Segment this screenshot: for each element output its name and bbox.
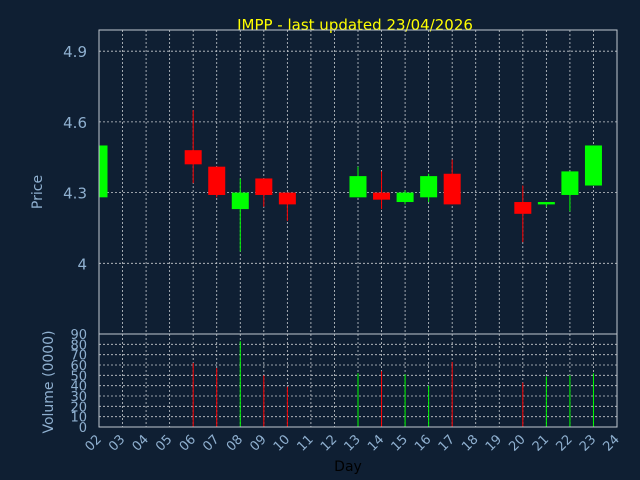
x-tick-label: 20 [506, 432, 528, 454]
candle-body [514, 202, 532, 214]
volume-tick-label: 40 [70, 380, 87, 395]
x-tick-label: 10 [271, 432, 293, 454]
candle-body [584, 145, 602, 186]
volume-axis-label: Volume (0000) [41, 330, 57, 433]
x-tick-label: 07 [200, 432, 222, 454]
x-tick-label: 23 [577, 432, 599, 454]
candle-body [373, 192, 391, 200]
x-tick-label: 17 [436, 432, 458, 454]
volume-tick-label: 20 [70, 400, 87, 415]
volume-panel: 02 03 04 05 06 07 08 09 10 11 12 13 14 15 16 17 18 19 20 21… [70, 328, 622, 455]
x-tick-label: 22 [553, 432, 575, 454]
candle-body [278, 192, 296, 205]
x-axis-label: Day [334, 459, 362, 475]
volume-tick-label: 60 [70, 359, 87, 374]
x-tick-label: 15 [389, 432, 411, 454]
volume-tick-label: 10 [70, 411, 87, 426]
candle-body [231, 192, 249, 210]
chart-title: IMPP - last updated 23/04/2026 [237, 16, 473, 34]
candle-body [443, 173, 461, 205]
x-tick-label: 18 [459, 432, 481, 454]
x-tick-label: 04 [130, 432, 152, 454]
candle-body [420, 176, 438, 198]
x-tick-label: 08 [224, 432, 246, 454]
price-tick-label: 4.3 [63, 185, 87, 203]
volume-frame [98, 333, 618, 428]
volume-tick-label: 0 [79, 421, 87, 436]
price-tick-label: 4.6 [63, 114, 87, 132]
x-tick-label: 13 [342, 432, 364, 454]
candle-body [396, 192, 414, 203]
volume-tick-label: 50 [70, 369, 87, 384]
volume-tick-label: 30 [70, 390, 87, 405]
x-tick-label: 19 [483, 432, 505, 454]
price-tick-label: 4.9 [63, 43, 87, 61]
candle-body [537, 202, 555, 205]
price-axis-label: Price [30, 175, 46, 209]
x-tick-label: 12 [318, 432, 340, 454]
x-tick-label: 05 [153, 432, 175, 454]
candle-body [349, 176, 367, 198]
price-tick-label: 4 [77, 255, 87, 273]
candle-body [184, 150, 202, 165]
x-tick-label: 11 [294, 432, 316, 454]
x-tick-label: 09 [247, 432, 269, 454]
candle-body [561, 171, 579, 195]
price-panel: 4 4.3 4.6 4.9 [63, 29, 618, 335]
volume-tick-label: 90 [70, 328, 87, 343]
candle-body [208, 166, 226, 195]
x-tick-label: 16 [412, 432, 434, 454]
volume-tick-label: 70 [70, 349, 87, 364]
x-tick-label: 21 [530, 432, 552, 454]
x-tick-label: 24 [601, 432, 623, 454]
candle-body [99, 145, 108, 198]
volume-tick-label: 80 [70, 338, 87, 353]
x-tick-label: 03 [106, 432, 128, 454]
x-tick-label: 14 [365, 432, 387, 454]
candle-body [255, 178, 273, 195]
x-tick-label: 06 [177, 432, 199, 454]
